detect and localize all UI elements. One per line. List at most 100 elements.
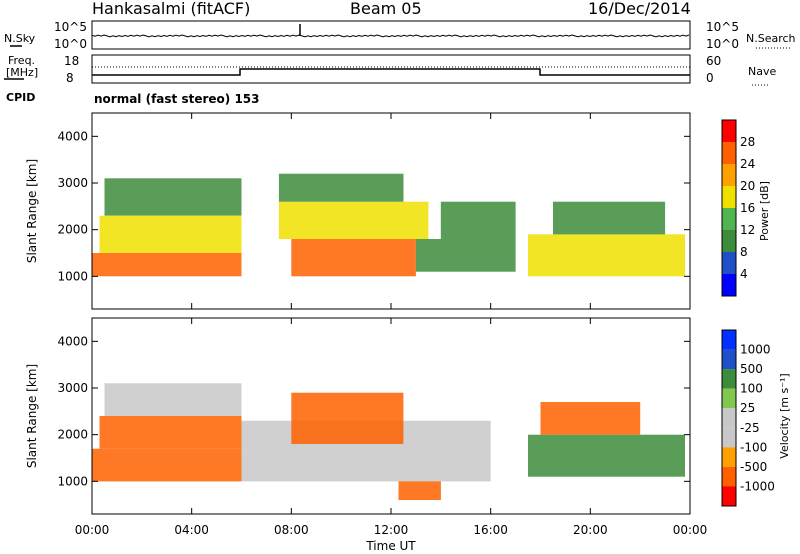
time-tick-label-1: 04:00 xyxy=(174,523,209,537)
power-colorbar-tick-1: 8 xyxy=(740,245,748,259)
freq-right-label: Nave xyxy=(748,65,776,78)
velocity-colorbar-cell-4 xyxy=(722,408,736,428)
power-region-1 xyxy=(99,215,242,253)
noise-right-tick-top: 10^5 xyxy=(706,20,739,34)
time-axis-label: Time UT xyxy=(365,539,416,553)
time-tick-label-2: 08:00 xyxy=(274,523,309,537)
velocity-colorbar-tick-2: 100 xyxy=(740,382,763,396)
velocity-colorbar-tick-4: -25 xyxy=(740,421,760,435)
noise-left-label: N.Sky xyxy=(4,32,36,45)
power-region-8 xyxy=(528,234,685,277)
freq-left-tick-top: 18 xyxy=(64,54,79,68)
power-region-9 xyxy=(553,201,666,235)
velocity-colorbar-tick-1: 500 xyxy=(740,362,763,376)
time-tick-label-6: 00:00 xyxy=(673,523,708,537)
time-tick-label-3: 12:00 xyxy=(374,523,409,537)
freq-right-tick-top: 60 xyxy=(706,54,721,68)
velocity-region-5 xyxy=(398,481,441,500)
time-axis-ticks: 00:00 04:00 08:00 12:00 16:00 20:00 00:00 xyxy=(75,113,708,537)
freq-left-label-2: [MHz] xyxy=(6,66,38,79)
power-colorbar-cell-2 xyxy=(722,230,736,252)
velocity-ylabel: Slant Range [km] xyxy=(25,364,39,468)
cpid-label: CPID xyxy=(6,91,35,104)
velocity-colorbar-cell-5 xyxy=(722,427,736,448)
freq-left-label-1: Freq. xyxy=(8,54,35,67)
velocity-ytick-label-3: 4000 xyxy=(57,334,88,348)
velocity-colorbar-tick-5: -100 xyxy=(740,440,767,454)
power-colorbar-cell-3 xyxy=(722,208,736,230)
velocity-ytick-label-0: 1000 xyxy=(57,474,88,488)
power-colorbar-tick-3: 16 xyxy=(740,201,755,215)
velocity-region-1 xyxy=(99,416,242,449)
time-tick-label-5: 20:00 xyxy=(573,523,608,537)
velocity-colorbar-tick-0: 1000 xyxy=(740,343,771,357)
power-colorbar-tick-5: 24 xyxy=(740,157,755,171)
noise-left-tick-top: 10^5 xyxy=(54,20,87,34)
power-region-3 xyxy=(291,239,416,277)
velocity-colorbar-tick-7: -1000 xyxy=(740,479,775,493)
noise-right-label: N.Search xyxy=(746,32,796,45)
noise-panel xyxy=(91,20,691,50)
velocity-region-7 xyxy=(540,402,641,435)
power-colorbar-cell-6 xyxy=(722,142,736,164)
velocity-region-4 xyxy=(291,392,404,444)
power-region-0 xyxy=(92,253,242,277)
power-region-2 xyxy=(104,178,242,216)
velocity-ytick-label-2: 3000 xyxy=(57,381,88,395)
power-regions xyxy=(92,173,685,277)
power-colorbar-cell-4 xyxy=(722,186,736,208)
velocity-regions xyxy=(92,383,685,500)
velocity-colorbar-cell-8 xyxy=(722,486,736,506)
noise-left-tick-bottom: 10^0 xyxy=(54,37,87,51)
power-colorbar-cell-1 xyxy=(722,252,736,274)
power-colorbar-cell-5 xyxy=(722,164,736,186)
power-colorbar-cell-0 xyxy=(722,274,736,296)
velocity-colorbar-cell-1 xyxy=(722,349,736,370)
power-colorbar-tick-6: 28 xyxy=(740,135,755,149)
power-yticks: 1000 2000 3000 4000 xyxy=(57,129,690,283)
velocity-colorbar-frame xyxy=(721,329,737,507)
power-colorbar-tick-4: 20 xyxy=(740,179,755,193)
power-region-7 xyxy=(440,201,516,239)
power-ytick-label-2: 3000 xyxy=(57,176,88,190)
velocity-colorbar-cell-6 xyxy=(722,447,736,467)
velocity-region-2 xyxy=(104,383,242,416)
freq-line xyxy=(92,68,690,76)
velocity-colorbar-cell-0 xyxy=(722,330,736,350)
freq-right-tick-bottom: 0 xyxy=(706,71,714,85)
noise-right-tick-bottom: 10^0 xyxy=(706,37,739,51)
power-colorbar-tick-2: 12 xyxy=(740,223,755,237)
velocity-region-6 xyxy=(528,434,685,477)
freq-left-tick-bottom: 8 xyxy=(66,71,74,85)
station-title: Hankasalmi (fitACF) xyxy=(92,0,250,18)
power-colorbar-cell-7 xyxy=(722,120,736,142)
power-colorbar-frame xyxy=(721,119,737,297)
time-tick-label-4: 16:00 xyxy=(473,523,508,537)
power-ytick-label-3: 4000 xyxy=(57,129,88,143)
noise-sky-line xyxy=(91,34,690,38)
beam-title: Beam 05 xyxy=(350,0,422,18)
velocity-colorbar: 1000 500 100 25 -25 -100 -500 -1000 xyxy=(721,329,775,507)
velocity-region-0 xyxy=(92,448,242,482)
time-tick-label-0: 00:00 xyxy=(75,523,110,537)
cpid-value: normal (fast stereo) 153 xyxy=(94,92,260,106)
velocity-colorbar-cell-2 xyxy=(722,369,736,389)
power-colorbar: 4 8 12 16 20 24 28 xyxy=(721,119,755,297)
power-ytick-label-0: 1000 xyxy=(57,269,88,283)
velocity-colorbar-tick-6: -500 xyxy=(740,460,767,474)
power-colorbar-tick-0: 4 xyxy=(740,267,748,281)
power-ytick-label-1: 2000 xyxy=(57,223,88,237)
power-region-4 xyxy=(278,201,429,239)
power-region-6 xyxy=(415,239,516,272)
velocity-colorbar-cell-3 xyxy=(722,388,736,409)
velocity-ytick-label-1: 2000 xyxy=(57,428,88,442)
velocity-colorbar-label: Velocity [m s⁻¹] xyxy=(778,373,791,458)
power-ylabel: Slant Range [km] xyxy=(25,159,39,263)
power-colorbar-label: Power [dB] xyxy=(758,181,771,241)
power-region-5 xyxy=(278,173,404,202)
velocity-yticks: 1000 2000 3000 4000 xyxy=(57,334,690,488)
velocity-colorbar-cell-7 xyxy=(722,466,736,487)
velocity-colorbar-tick-3: 25 xyxy=(740,401,755,415)
date-title: 16/Dec/2014 xyxy=(588,0,691,18)
